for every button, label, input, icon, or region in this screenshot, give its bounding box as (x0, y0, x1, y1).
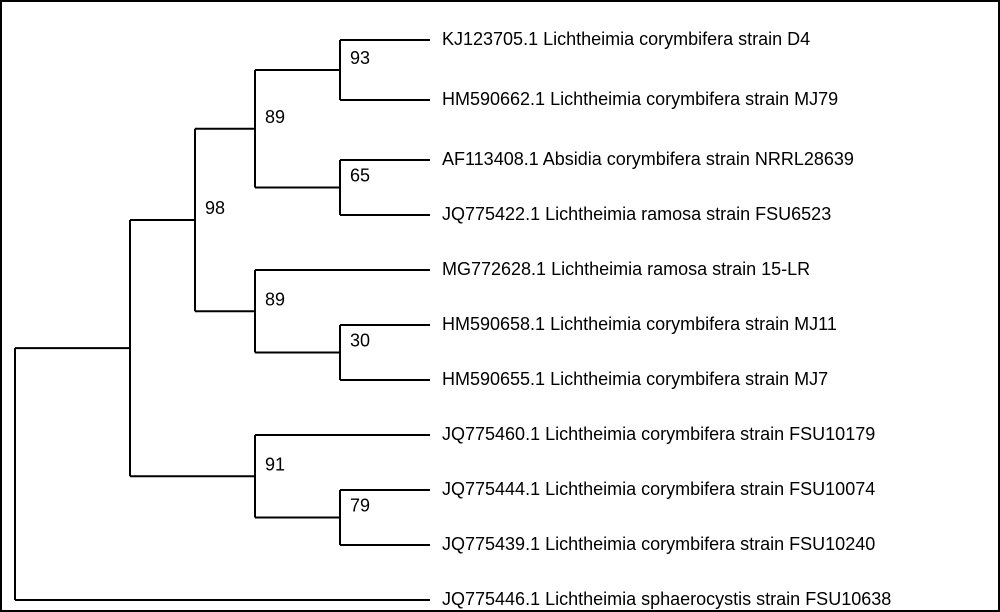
support-value: 30 (350, 331, 370, 351)
taxon-label: JQ775444.1 Lichtheimia corymbifera strai… (442, 479, 875, 499)
taxon-label: HM590658.1 Lichtheimia corymbifera strai… (442, 314, 837, 334)
taxon-label: JQ775446.1 Lichtheimia sphaerocystis str… (442, 589, 891, 609)
support-value: 98 (205, 198, 225, 218)
support-value: 91 (265, 454, 285, 474)
taxon-label: JQ775460.1 Lichtheimia corymbifera strai… (442, 424, 875, 444)
phylogenetic-tree: 93 65 89 30 89 98 79 91 KJ123705.1 Lichtheimia c… (0, 0, 1000, 612)
taxon-label: AF113408.1 Absidia corymbifera strain NR… (442, 149, 854, 169)
taxon-label: HM590662.1 Lichtheimia corymbifera strai… (442, 89, 838, 109)
support-value: 89 (265, 289, 285, 309)
taxon-label: MG772628.1 Lichtheimia ramosa strain 15-… (442, 259, 810, 279)
support-value: 93 (350, 48, 370, 68)
support-value: 79 (350, 496, 370, 516)
taxon-label: JQ775439.1 Lichtheimia corymbifera strai… (442, 534, 875, 554)
taxon-label: JQ775422.1 Lichtheimia ramosa strain FSU… (442, 204, 831, 224)
support-value: 89 (265, 107, 285, 127)
support-value: 65 (350, 166, 370, 186)
taxon-label: KJ123705.1 Lichtheimia corymbifera strai… (442, 29, 810, 49)
taxon-label: HM590655.1 Lichtheimia corymbifera strai… (442, 369, 828, 389)
